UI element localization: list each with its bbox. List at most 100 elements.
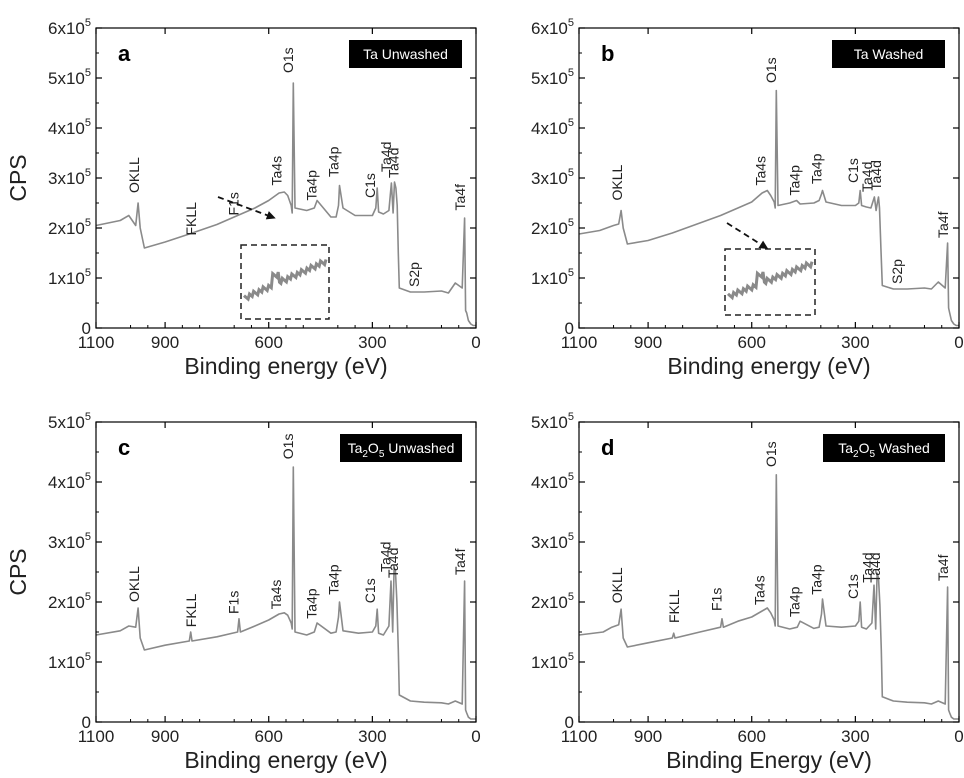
sample-badge	[832, 40, 945, 68]
zoom-arrow-head	[265, 211, 276, 220]
peak-label: FKLL	[666, 589, 682, 623]
y-tick-label: 2x105	[48, 217, 91, 238]
peak-label: O1s	[763, 57, 779, 83]
peak-label: OKLL	[609, 164, 625, 200]
sample-badge	[340, 434, 462, 462]
peak-label: S2p	[406, 262, 422, 287]
x-tick-label: 0	[471, 333, 480, 352]
peak-label: C1s	[845, 158, 861, 183]
y-tick-label: 4x105	[48, 471, 91, 492]
y-tick-label: 0	[82, 319, 91, 338]
x-axis-title: Binding energy (eV)	[667, 353, 870, 379]
x-tick-label: 900	[151, 333, 179, 352]
peak-label: Ta4p	[809, 153, 825, 184]
plot-frame	[95, 421, 477, 723]
y-tick-label: 4x105	[48, 117, 91, 138]
peak-label: Ta4p	[303, 588, 319, 619]
y-tick-label: 4x105	[531, 471, 574, 492]
y-tick-label: 1x105	[531, 267, 574, 288]
peak-label: Ta4d	[859, 162, 875, 192]
peak-label: F1s	[225, 192, 241, 215]
peak-label: Ta4p	[303, 170, 319, 201]
peak-label: F1s	[708, 588, 724, 611]
peak-label: OKLL	[609, 567, 625, 603]
y-tick-label: 3x105	[531, 531, 574, 552]
spectrum-line	[95, 466, 476, 720]
peak-label: Ta4d	[378, 142, 394, 172]
x-tick-label: 600	[255, 727, 283, 746]
peak-label: Ta4d	[860, 552, 876, 582]
y-tick-label: 1x105	[48, 651, 91, 672]
panel-letter: c	[118, 435, 130, 460]
peak-label: F1s	[225, 591, 241, 614]
panel-c: 1100 900 600 300 0 0 1x105 2x105 3x105 4x105 5x105…	[5, 411, 481, 773]
x-tick-label: 300	[841, 333, 869, 352]
x-axis-title: Binding energy (eV)	[184, 353, 387, 379]
x-tick-label: 300	[841, 727, 869, 746]
y-tick-label: 3x105	[531, 167, 574, 188]
x-tick-label: 1100	[78, 333, 115, 352]
y-tick-label: 0	[82, 713, 91, 732]
x-tick-label: 900	[634, 333, 662, 352]
x-tick-label: 0	[954, 727, 963, 746]
peak-label: C1s	[845, 574, 861, 599]
peak-label: Ta4d	[385, 548, 401, 578]
peak-label: Ta4p	[326, 564, 342, 595]
x-axis-title: Binding energy (eV)	[184, 747, 387, 773]
x-tick-label: 300	[358, 333, 386, 352]
peak-label: Ta4p	[809, 564, 825, 595]
panel-b: 1100 900 600 300 0 0 1x105 2x105 3x105 4x105 5x105…	[531, 17, 964, 379]
x-tick-label: 1100	[561, 333, 598, 352]
peak-label: FKLL	[183, 202, 199, 236]
peak-label: Ta4p	[786, 165, 802, 196]
peak-label: Ta4s	[269, 156, 285, 186]
peak-label: Ta4d	[867, 552, 883, 582]
spectrum-line	[578, 89, 959, 327]
panel-letter: d	[601, 435, 614, 460]
panel-d: 1100 900 600 300 0 0 1x105 2x105 3x105 4x105 5x105…	[531, 411, 964, 773]
x-tick-label: 600	[738, 333, 766, 352]
panel-letter: b	[601, 41, 614, 66]
sample-badge-label: Ta2O5 Unwashed	[348, 440, 455, 460]
x-tick-label: 600	[255, 333, 283, 352]
x-tick-label: 0	[954, 333, 963, 352]
panel-letter: a	[118, 41, 131, 66]
y-tick-label: 1x105	[531, 651, 574, 672]
y-tick-label: 3x105	[48, 531, 91, 552]
x-tick-label: 300	[358, 727, 386, 746]
peak-label: Ta4f	[935, 211, 951, 238]
peak-label: Ta4s	[752, 575, 768, 605]
y-tick-label: 2x105	[531, 217, 574, 238]
y-tick-label: 3x105	[48, 167, 91, 188]
y-tick-label: 5x105	[48, 411, 91, 432]
x-tick-label: 600	[738, 727, 766, 746]
zoom-arrow	[726, 222, 766, 248]
panel-a: 1100 900 600 300 0 0 1x105 2x105 3x105 4x105 5x105…	[5, 17, 481, 379]
sample-badge-label: Ta2O5 Washed	[838, 440, 930, 460]
sample-badge-label: Ta Unwashed	[363, 46, 448, 62]
y-tick-label: 5x105	[48, 67, 91, 88]
x-tick-label: 900	[634, 727, 662, 746]
peak-label: Ta4f	[452, 548, 468, 575]
peak-label: Ta4d	[378, 542, 394, 572]
peak-label: Ta4d	[868, 160, 884, 190]
y-axis-title: CPS	[5, 154, 31, 201]
spectrum-line	[578, 473, 959, 720]
y-tick-label: 6x105	[48, 17, 91, 38]
y-tick-label: 2x105	[48, 591, 91, 612]
x-tick-label: 900	[151, 727, 179, 746]
peak-label: OKLL	[126, 566, 142, 602]
y-tick-label: 1x105	[48, 267, 91, 288]
spectrum-line	[95, 82, 476, 327]
peak-label: Ta4s	[753, 156, 769, 186]
peak-label: Ta4s	[268, 580, 284, 610]
y-tick-label: 2x105	[531, 591, 574, 612]
x-tick-label: 1100	[78, 727, 115, 746]
peak-label: Ta4f	[452, 184, 468, 211]
y-tick-label: 5x105	[531, 67, 574, 88]
peak-label: FKLL	[183, 594, 199, 628]
x-tick-label: 0	[471, 727, 480, 746]
y-tick-label: 5x105	[531, 411, 574, 432]
zoom-arrow-head	[758, 240, 769, 250]
